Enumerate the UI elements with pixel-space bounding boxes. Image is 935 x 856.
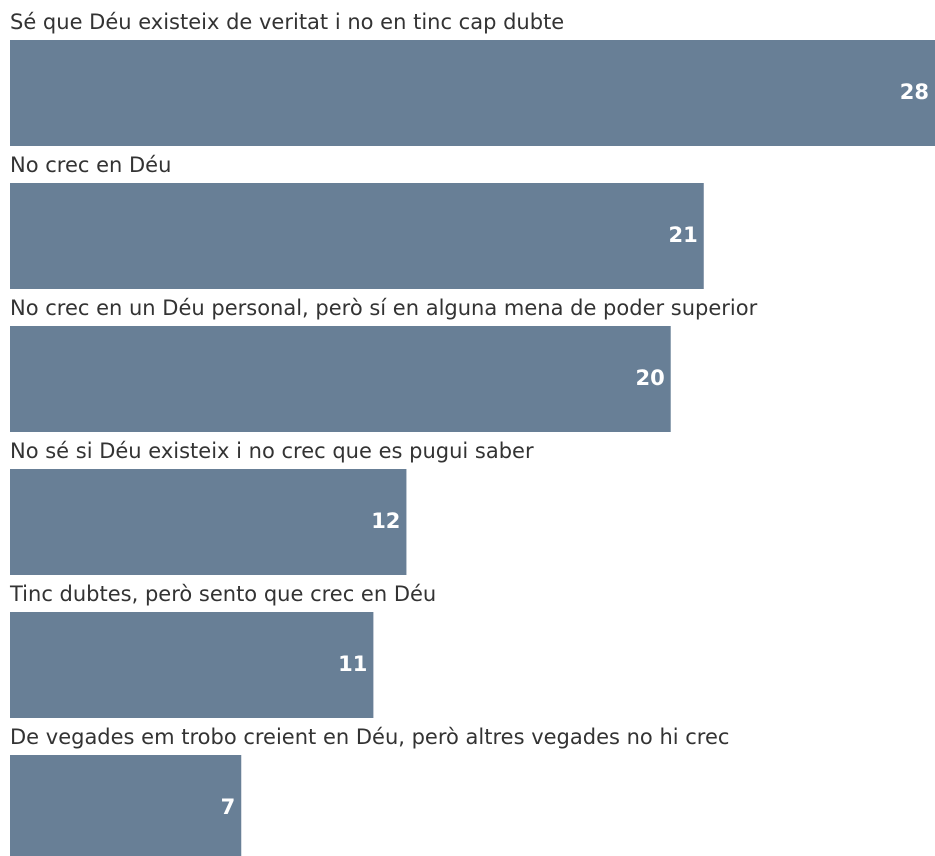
bar xyxy=(10,469,407,575)
bar xyxy=(10,326,671,432)
category-label: No sé si Déu existeix i no crec que es p… xyxy=(10,439,534,463)
bar xyxy=(10,40,935,146)
value-label: 21 xyxy=(669,223,698,247)
value-label: 7 xyxy=(221,795,236,819)
value-label: 20 xyxy=(635,366,664,390)
bar xyxy=(10,183,704,289)
category-label: De vegades em trobo creient en Déu, però… xyxy=(10,725,729,749)
value-label: 11 xyxy=(338,652,367,676)
category-label: Tinc dubtes, però sento que crec en Déu xyxy=(9,582,436,606)
value-label: 12 xyxy=(371,509,400,533)
bar xyxy=(10,755,242,856)
category-label: No crec en Déu xyxy=(10,153,171,177)
value-label: 28 xyxy=(900,80,929,104)
bar xyxy=(10,612,374,718)
category-label: Sé que Déu existeix de veritat i no en t… xyxy=(10,10,564,34)
category-label: No crec en un Déu personal, però sí en a… xyxy=(10,296,758,320)
